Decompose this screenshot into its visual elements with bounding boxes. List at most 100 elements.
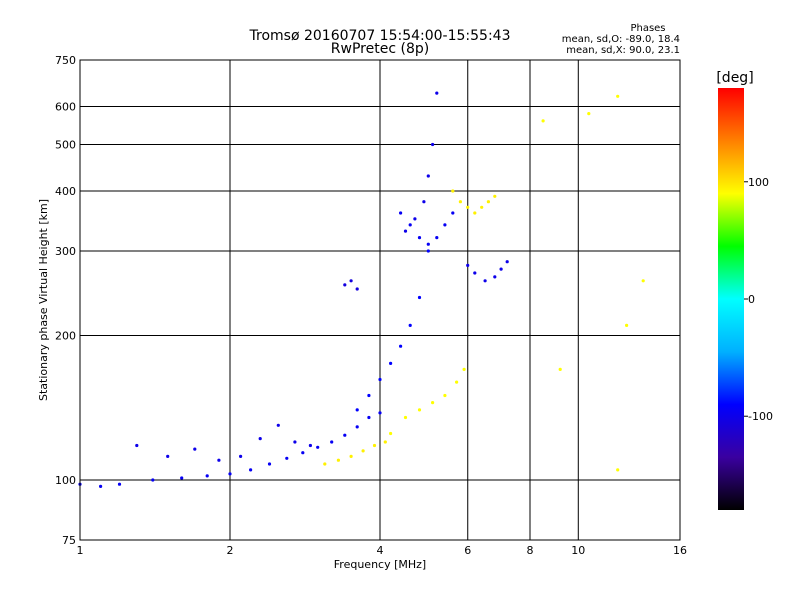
data-point (367, 393, 371, 398)
data-point (228, 472, 232, 476)
annotation-x-mode: mean, sd,X: 90.0, 23.1 (566, 45, 680, 56)
data-point (308, 443, 312, 448)
data-point (258, 437, 262, 441)
data-point (625, 323, 629, 327)
data-point (135, 443, 139, 448)
data-point (276, 423, 280, 427)
data-point (493, 275, 497, 279)
x-axis-label: Frequency [MHz] (334, 558, 426, 571)
data-point (372, 443, 377, 448)
data-point (343, 283, 347, 287)
colorbar-title: [deg] (716, 70, 753, 86)
data-point (336, 458, 340, 462)
data-point (455, 380, 459, 384)
y-tick-label: 75 (62, 534, 76, 547)
data-point (431, 142, 435, 147)
data-point (616, 468, 620, 472)
data-point (316, 445, 320, 449)
plot-frame (79, 59, 681, 541)
data-point (349, 454, 353, 458)
data-point (403, 415, 408, 420)
data-point (417, 408, 422, 412)
annotation-heading: Phases (630, 23, 665, 34)
colorbar-tick-label: -100 (748, 410, 773, 423)
data-point (422, 200, 426, 204)
data-point (117, 482, 122, 486)
data-point (505, 260, 509, 264)
data-point (641, 279, 645, 283)
data-point (399, 211, 403, 215)
data-point (399, 344, 403, 348)
data-point (431, 401, 435, 405)
data-point (480, 205, 484, 209)
data-point (355, 425, 359, 429)
data-point (193, 447, 197, 451)
data-point (413, 217, 417, 221)
data-points (78, 91, 645, 488)
data-point (443, 393, 447, 398)
colorbar-tick-label: 100 (748, 176, 769, 189)
x-tick-label: 2 (227, 544, 234, 557)
data-point (361, 449, 365, 453)
data-point (355, 287, 359, 291)
y-axis-label: Stationary phase Virtual Height [km] (37, 199, 50, 401)
y-tick-label: 200 (55, 330, 76, 343)
data-point (493, 194, 497, 198)
data-point (451, 211, 455, 215)
data-point (249, 468, 253, 472)
data-point (466, 263, 470, 267)
phase-annotation: Phases mean, sd,O: -89.0, 18.4 mean, sd,… (562, 23, 680, 56)
data-point (408, 223, 412, 227)
colorbar-tick-label: 0 (748, 293, 755, 306)
colorbar-scale (718, 88, 744, 510)
data-point (435, 91, 439, 95)
chart-subtitle: RwPretec (8p) (331, 41, 429, 57)
y-tick-label: 100 (55, 474, 76, 487)
data-point (378, 411, 382, 415)
x-tick-label: 6 (464, 544, 471, 557)
y-tick-label: 400 (55, 185, 76, 198)
data-point (616, 94, 620, 98)
data-point (473, 211, 477, 215)
data-point (417, 295, 422, 300)
data-point (426, 174, 430, 178)
data-point (378, 377, 382, 382)
x-tick-label: 4 (377, 544, 384, 557)
data-point (483, 279, 487, 283)
x-tick-label: 10 (571, 544, 585, 557)
y-tick-label: 750 (55, 54, 76, 67)
data-point (267, 462, 272, 466)
data-point (239, 454, 243, 458)
data-point (383, 440, 387, 444)
x-tick-label: 8 (527, 544, 534, 557)
data-point (301, 451, 305, 455)
data-point (417, 236, 422, 240)
data-point (466, 205, 470, 209)
data-point (389, 361, 393, 365)
data-point (293, 440, 297, 444)
data-point (587, 112, 591, 116)
data-point (435, 236, 439, 240)
data-point (355, 408, 359, 412)
colorbar: [deg] 100 0 -100 (716, 70, 773, 510)
annotation-o-mode: mean, sd,O: -89.0, 18.4 (562, 34, 680, 45)
y-tick-label: 500 (55, 139, 76, 152)
data-point (343, 433, 347, 437)
data-point (403, 229, 408, 233)
data-point (389, 431, 393, 436)
data-point (99, 484, 103, 488)
data-point (541, 119, 545, 123)
data-point (166, 454, 170, 458)
data-point (367, 415, 371, 420)
data-point (462, 367, 466, 371)
x-tick-label: 1 (77, 544, 84, 557)
data-point (499, 267, 503, 271)
data-point (558, 367, 562, 371)
colorbar-ticks: 100 0 -100 (744, 176, 773, 423)
data-point (473, 271, 477, 275)
data-point (486, 200, 490, 204)
data-point (349, 279, 353, 283)
data-point (426, 249, 430, 253)
data-point (180, 476, 184, 480)
